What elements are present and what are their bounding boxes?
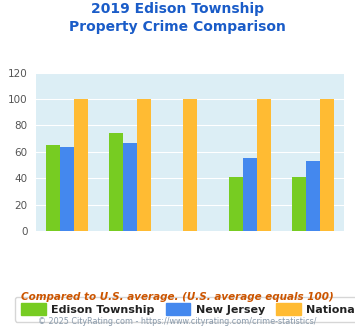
Bar — [123, 143, 137, 231]
Bar — [60, 147, 74, 231]
Text: 2019 Edison Township
Property Crime Comparison: 2019 Edison Township Property Crime Comp… — [69, 2, 286, 34]
Text: Compared to U.S. average. (U.S. average equals 100): Compared to U.S. average. (U.S. average … — [21, 292, 334, 302]
Bar — [257, 99, 271, 231]
Bar — [320, 99, 334, 231]
Bar — [306, 161, 320, 231]
Text: © 2025 CityRating.com - https://www.cityrating.com/crime-statistics/: © 2025 CityRating.com - https://www.city… — [38, 317, 317, 326]
Bar — [46, 145, 60, 231]
Bar — [74, 99, 88, 231]
Legend: Edison Township, New Jersey, National: Edison Township, New Jersey, National — [15, 297, 355, 321]
Bar — [292, 177, 306, 231]
Bar — [137, 99, 151, 231]
Bar — [109, 133, 123, 231]
Bar — [243, 158, 257, 231]
Bar — [229, 177, 243, 231]
Bar — [183, 99, 197, 231]
